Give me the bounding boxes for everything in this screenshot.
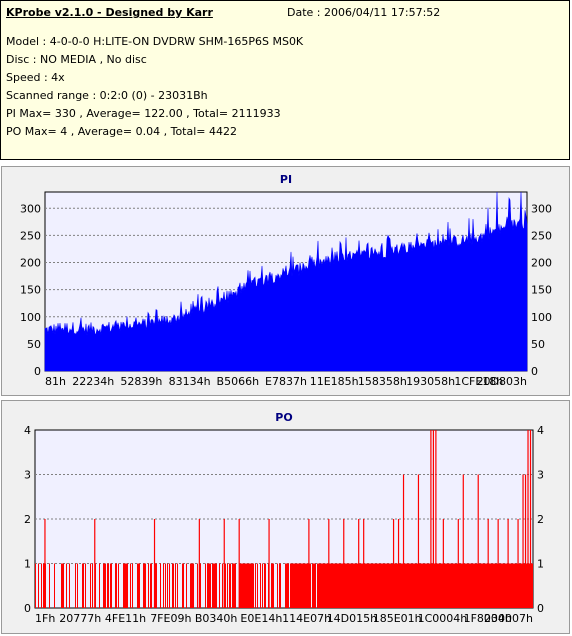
- y-tick-label-right: 0: [537, 602, 544, 615]
- x-tick-label: 1C0004h: [418, 612, 468, 625]
- po-summary-line: PO Max= 4 , Average= 0.04 , Total= 4422: [6, 125, 237, 138]
- x-tick-label: 1CFE18h: [454, 375, 503, 388]
- x-tick-label: E0E14h: [240, 612, 282, 625]
- x-tick-label: 20D803h: [477, 375, 527, 388]
- app-title: KProbe v2.1.0 - Designed by Karr: [6, 6, 213, 19]
- y-tick-label-right: 50: [531, 338, 545, 351]
- pi-series-area: [44, 191, 528, 372]
- speed-line: Speed : 4x: [6, 71, 65, 84]
- x-tick-label: 158358h: [358, 375, 407, 388]
- y-tick-label-left: 1: [24, 558, 31, 571]
- y-tick-label-left: 50: [27, 338, 41, 351]
- y-tick-label-left: 4: [24, 424, 31, 437]
- po-series: [35, 430, 533, 608]
- x-tick-label: 4FE11h: [105, 612, 146, 625]
- y-tick-label-left: 150: [20, 284, 41, 297]
- x-tick-label: 83134h: [169, 375, 211, 388]
- y-tick-label-left: 3: [24, 469, 31, 482]
- x-tick-label: 185E01h: [373, 612, 422, 625]
- y-tick-label-right: 0: [531, 365, 538, 378]
- y-tick-label-left: 0: [24, 602, 31, 615]
- model-line: Model : 4-0-0-0 H:LITE-ON DVDRW SHM-165P…: [6, 35, 304, 48]
- po-chart: PO 0 0 1 1 2 2 3 3 4 4 1Fh 20777h 4FE11h 7FE09h B0340h E…: [24, 411, 544, 625]
- y-tick-label-right: 1: [537, 558, 544, 571]
- range-line: Scanned range : 0:2:0 (0) - 23031Bh: [6, 89, 208, 102]
- y-tick-label-left: 0: [34, 365, 41, 378]
- y-tick-label-left: 2: [24, 513, 31, 526]
- chart-title: PO: [275, 411, 292, 424]
- y-tick-label-right: 300: [531, 202, 552, 215]
- pi-chart: PI 0 0 50 50 100 100 150 150 200 200 250 250 300 300 81…: [20, 173, 552, 388]
- x-tick-label: 11E185h: [310, 375, 359, 388]
- x-tick-label: 1Fh: [35, 612, 55, 625]
- y-tick-label-left: 100: [20, 311, 41, 324]
- x-tick-label: B0340h: [195, 612, 238, 625]
- y-tick-label-left: 300: [20, 202, 41, 215]
- x-tick-label: 193058h: [406, 375, 455, 388]
- info-panel: KProbe v2.1.0 - Designed by Karr Date : …: [0, 0, 570, 160]
- y-tick-label-right: 4: [537, 424, 544, 437]
- x-tick-label: 7FE09h: [150, 612, 191, 625]
- x-tick-label: 52839h: [120, 375, 162, 388]
- y-tick-label-right: 3: [537, 469, 544, 482]
- y-tick-label-left: 250: [20, 229, 41, 242]
- y-tick-label-right: 150: [531, 284, 552, 297]
- x-tick-label: 22234h: [72, 375, 114, 388]
- scan-date: Date : 2006/04/11 17:57:52: [287, 6, 441, 19]
- y-tick-label-right: 2: [537, 513, 544, 526]
- pi-chart-panel: PI 0 0 50 50 100 100 150 150 200 200 250 250 300 300 81…: [1, 166, 570, 396]
- y-tick-label-right: 250: [531, 229, 552, 242]
- x-tick-label: 20777h: [59, 612, 101, 625]
- y-tick-label-left: 200: [20, 257, 41, 270]
- x-tick-label: E7837h: [265, 375, 307, 388]
- x-tick-label: 1F8004h: [464, 612, 512, 625]
- pi-summary-line: PI Max= 330 , Average= 122.00 , Total= 2…: [6, 107, 281, 120]
- x-tick-label: 230007h: [484, 612, 533, 625]
- chart-title: PI: [280, 173, 292, 186]
- x-tick-label: 81h: [45, 375, 66, 388]
- y-tick-label-right: 100: [531, 311, 552, 324]
- disc-line: Disc : NO MEDIA , No disc: [6, 53, 147, 66]
- po-chart-panel: PO 0 0 1 1 2 2 3 3 4 4 1Fh 20777h 4FE11h 7FE09h B0340h E…: [1, 400, 570, 634]
- y-tick-label-right: 200: [531, 257, 552, 270]
- x-tick-label: B5066h: [217, 375, 260, 388]
- x-tick-label: 114E07h: [282, 612, 331, 625]
- x-tick-label: 14D015h: [327, 612, 377, 625]
